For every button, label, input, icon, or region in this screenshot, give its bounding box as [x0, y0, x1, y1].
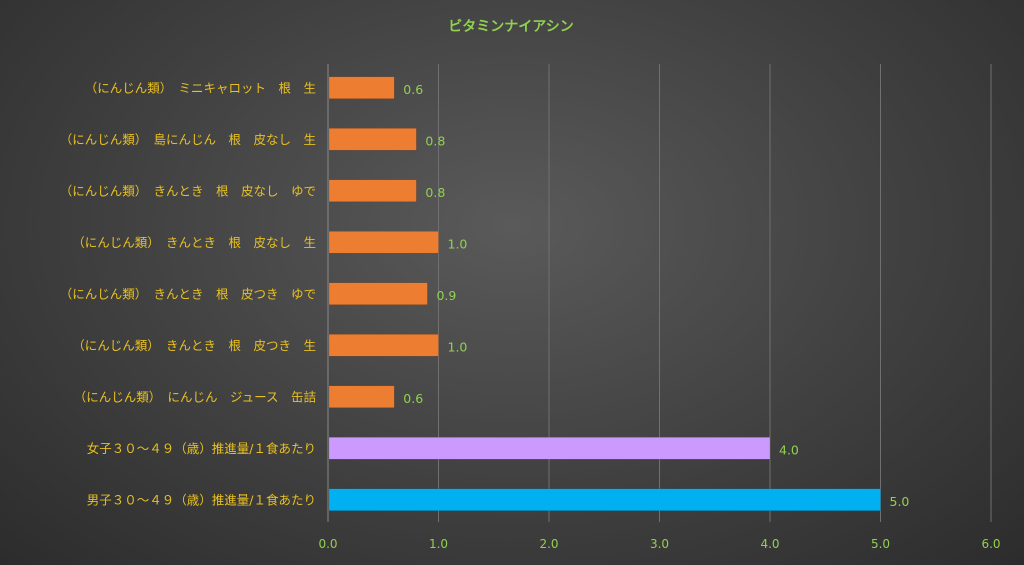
data-label: 0.9 — [436, 288, 456, 303]
data-label: 1.0 — [448, 339, 468, 354]
x-tick-label: 4.0 — [760, 537, 779, 551]
bar — [328, 76, 395, 99]
bar — [328, 231, 439, 254]
category-label: （にんじん類） にんじん ジュース 缶詰 — [74, 389, 316, 404]
x-tick-label: 1.0 — [429, 537, 448, 551]
bars — [328, 76, 881, 511]
data-label: 0.6 — [403, 82, 423, 97]
category-label: （にんじん類） 島にんじん 根 皮なし 生 — [60, 132, 316, 147]
chart-title: ビタミンナイアシン — [448, 19, 573, 35]
category-label: 女子３０～４９（歳）推進量/１食あたり — [87, 441, 316, 456]
labels: 0.0 1.0 2.0 3.0 4.0 5.0 6.0 （にんじん類） ミニキャロット 根 生… — [60, 80, 1001, 551]
data-label: 1.0 — [448, 236, 468, 251]
bar — [328, 128, 417, 151]
bar — [328, 437, 771, 460]
category-label: 男子３０～４９（歳）推進量/１食あたり — [87, 492, 316, 507]
data-label: 0.8 — [425, 185, 445, 200]
data-label: 0.6 — [403, 391, 423, 406]
data-label: 4.0 — [779, 442, 799, 457]
x-tick-label: 5.0 — [871, 537, 890, 551]
bar — [328, 282, 428, 305]
x-tick-label: 3.0 — [650, 537, 669, 551]
category-label: （にんじん類） きんとき 根 皮なし ゆで — [60, 183, 316, 198]
data-label: 5.0 — [890, 494, 910, 509]
category-label: （にんじん類） きんとき 根 皮なし 生 — [72, 235, 316, 250]
bar — [328, 385, 395, 408]
category-label: （にんじん類） きんとき 根 皮つき ゆで — [60, 286, 316, 301]
category-label: （にんじん類） きんとき 根 皮つき 生 — [72, 338, 316, 353]
bar — [328, 334, 439, 357]
category-label: （にんじん類） ミニキャロット 根 生 — [85, 80, 316, 95]
gridlines — [327, 64, 992, 522]
x-tick-label: 2.0 — [539, 537, 558, 551]
bar — [328, 488, 881, 511]
data-label: 0.8 — [425, 133, 445, 148]
x-tick-label: 6.0 — [981, 537, 1000, 551]
bar — [328, 179, 417, 202]
x-tick-label: 0.0 — [318, 537, 337, 551]
